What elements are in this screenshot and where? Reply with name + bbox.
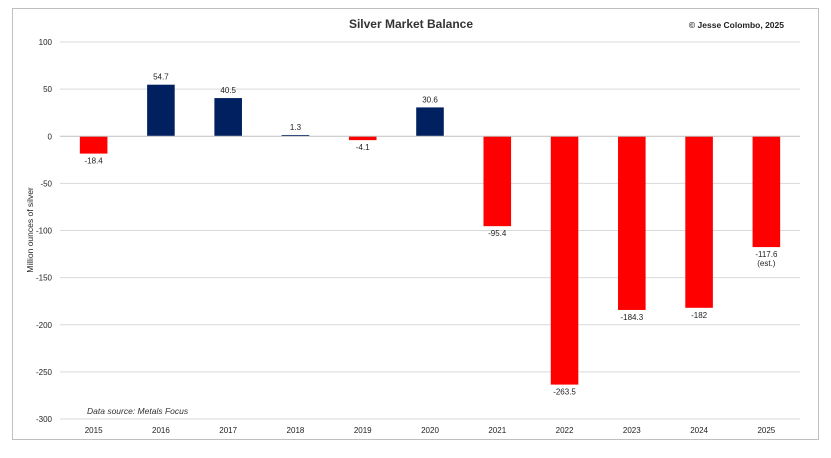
chart-credit: © Jesse Colombo, 2025 bbox=[689, 20, 784, 30]
x-tick-label: 2024 bbox=[690, 426, 708, 435]
y-tick-label: -150 bbox=[36, 274, 53, 283]
data-label-2021: -95.4 bbox=[488, 229, 507, 238]
y-tick-label: -200 bbox=[36, 321, 53, 330]
data-label-2019: -4.1 bbox=[356, 143, 370, 152]
data-label-2024: -182 bbox=[691, 311, 708, 320]
x-tick-label: 2018 bbox=[287, 426, 305, 435]
x-tick-label: 2021 bbox=[488, 426, 506, 435]
bar-2020 bbox=[416, 107, 444, 137]
y-tick-label: -100 bbox=[36, 227, 53, 236]
bar-2022 bbox=[550, 136, 579, 385]
chart-frame bbox=[12, 8, 819, 440]
x-tick-label: 2022 bbox=[556, 426, 574, 435]
y-tick-label: 100 bbox=[39, 38, 53, 47]
chart-title: Silver Market Balance bbox=[349, 17, 473, 31]
x-tick-label: 2019 bbox=[354, 426, 372, 435]
data-source-note: Data source: Metals Focus bbox=[87, 406, 189, 416]
bar-2021 bbox=[483, 136, 512, 227]
bars bbox=[79, 84, 781, 385]
data-label-2022: -263.5 bbox=[553, 388, 576, 397]
x-tick-label: 2015 bbox=[85, 426, 103, 435]
data-label-note-2025: (est.) bbox=[757, 259, 776, 268]
x-tick-label: 2023 bbox=[623, 426, 641, 435]
y-tick-label: -300 bbox=[36, 415, 53, 424]
data-labels: -18.4 54.7 40.5 1.3 -4.1 30.6 -95.4 -263.5 -184.… bbox=[85, 73, 778, 397]
bar-2017 bbox=[214, 98, 242, 137]
y-tick-label: -50 bbox=[40, 179, 52, 188]
data-label-2016: 54.7 bbox=[153, 73, 169, 82]
y-tick-label: 50 bbox=[43, 85, 52, 94]
bar-2018 bbox=[281, 135, 310, 137]
x-tick-label: 2016 bbox=[152, 426, 170, 435]
data-label-2020: 30.6 bbox=[422, 95, 438, 104]
data-label-2025: -117.6 bbox=[755, 250, 778, 259]
bar-2024 bbox=[685, 136, 713, 308]
data-label-2017: 40.5 bbox=[220, 86, 236, 95]
x-tick-label: 2017 bbox=[219, 426, 237, 435]
bar-2019 bbox=[348, 136, 377, 141]
y-axis-ticks: 100 50 0 -50 -100 -150 -200 -250 -300 bbox=[36, 38, 53, 424]
y-tick-label: -250 bbox=[36, 368, 53, 377]
bar-2025 bbox=[752, 136, 781, 248]
data-label-2023: -184.3 bbox=[620, 313, 643, 322]
x-tick-label: 2025 bbox=[757, 426, 775, 435]
y-axis-label: Million ounces of silver bbox=[25, 187, 35, 273]
y-tick-label: 0 bbox=[48, 132, 53, 141]
data-label-2018: 1.3 bbox=[290, 123, 302, 132]
bar-2015 bbox=[79, 136, 108, 154]
x-axis-ticks: 2015 2016 2017 2018 2019 2020 2021 2022 2023 2024… bbox=[85, 426, 776, 435]
data-label-2015: -18.4 bbox=[85, 157, 104, 166]
x-tick-label: 2020 bbox=[421, 426, 439, 435]
bar-2023 bbox=[618, 136, 646, 310]
gridlines bbox=[60, 41, 800, 420]
bar-2016 bbox=[147, 84, 175, 137]
